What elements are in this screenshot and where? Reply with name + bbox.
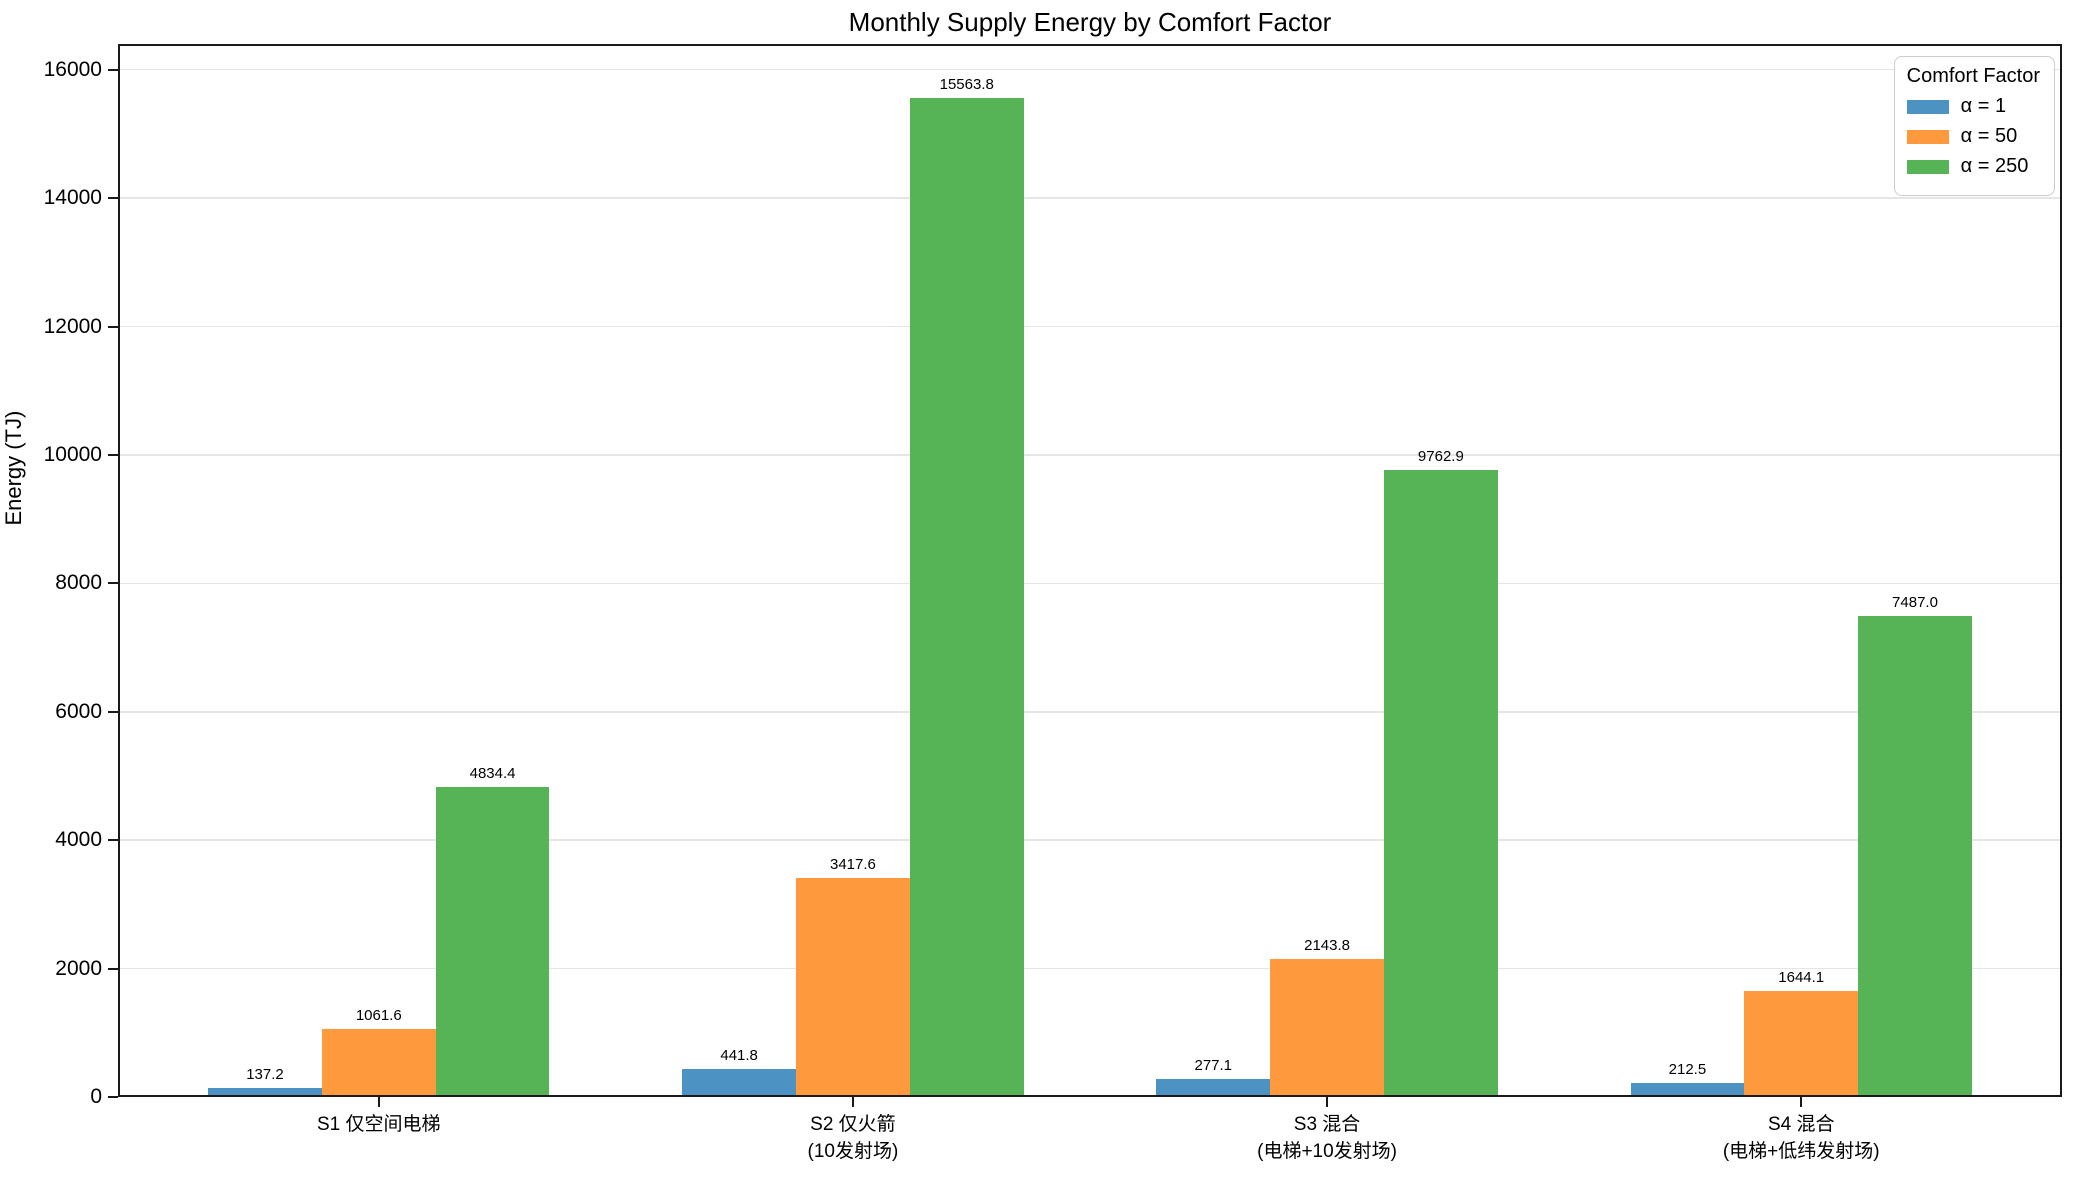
x-tick-label: S2 仅火箭 (10发射场) <box>807 1114 899 1162</box>
bar <box>1630 1083 1745 1097</box>
x-tick-label: S1 仅空间电梯 <box>317 1114 441 1135</box>
y-tick-label: 14000 <box>43 186 102 210</box>
bar <box>435 786 550 1097</box>
legend-swatch-alpha-250-icon <box>1906 159 1949 174</box>
bar-value-label: 15563.8 <box>939 75 994 93</box>
legend-label-alpha-250: α = 250 <box>1960 155 2029 177</box>
y-tick-label: 6000 <box>55 699 102 723</box>
bar <box>1744 991 1859 1097</box>
gridline <box>118 197 2062 199</box>
bar-value-label: 441.8 <box>720 1046 758 1064</box>
plot-area: 137.2 1061.6 4834.4 441.8 3417.6 15563.8 277.1… <box>118 44 2062 1097</box>
bar-value-label: 7487.0 <box>1892 594 1938 612</box>
legend-swatch-alpha-1-icon <box>1906 99 1949 114</box>
y-tick-mark <box>108 325 118 328</box>
gridline <box>118 68 2062 71</box>
legend-swatch-alpha-50-icon <box>1906 129 1949 144</box>
bar <box>796 877 910 1097</box>
y-tick-mark <box>108 1096 118 1098</box>
y-tick-mark <box>108 197 118 200</box>
legend: Comfort Factor α = 1 α = 50 α = 250 <box>1893 56 2055 196</box>
chart-title: Monthly Supply Energy by Comfort Factor <box>848 7 1332 37</box>
x-tick-label: S3 混合 (电梯+10发射场) <box>1257 1114 1398 1162</box>
y-tick-label: 2000 <box>55 956 102 980</box>
legend-label-alpha-50: α = 50 <box>1960 125 2018 147</box>
bar-value-label: 4834.4 <box>469 764 516 782</box>
gridline <box>118 839 2062 841</box>
y-axis-label: Energy (TJ) <box>1 410 26 526</box>
x-tick-mark <box>1326 1097 1329 1107</box>
y-tick-label: 4000 <box>55 828 102 852</box>
bar <box>1383 470 1498 1097</box>
bar-value-label: 1061.6 <box>355 1006 402 1024</box>
bar <box>1270 959 1384 1097</box>
y-tick-label: 8000 <box>55 571 102 595</box>
bar <box>1156 1079 1271 1097</box>
bar-value-label: 3417.6 <box>829 855 876 873</box>
y-tick-mark <box>108 68 118 71</box>
bar-value-label: 2143.8 <box>1304 937 1351 955</box>
x-tick-label: S4 混合 (电梯+低纬发射场) <box>1722 1114 1880 1162</box>
gridline <box>118 325 2062 328</box>
bar <box>208 1088 322 1097</box>
legend-item-alpha-250: α = 250 <box>1906 155 2040 178</box>
x-tick-mark <box>851 1097 854 1107</box>
y-tick-label: 16000 <box>43 57 102 81</box>
bar <box>1858 616 1972 1097</box>
bar <box>909 97 1024 1097</box>
bar-value-label: 137.2 <box>246 1066 284 1084</box>
bar <box>682 1068 796 1097</box>
y-tick-mark <box>108 453 118 456</box>
bar-value-label: 277.1 <box>1194 1057 1233 1075</box>
bar-value-label: 212.5 <box>1668 1061 1707 1079</box>
legend-item-alpha-1: α = 1 <box>1906 95 2040 118</box>
gridline <box>118 711 2062 713</box>
legend-label-alpha-1: α = 1 <box>1960 95 2007 117</box>
bar-value-label: 1644.1 <box>1778 969 1825 987</box>
y-tick-label: 0 <box>90 1085 102 1108</box>
x-tick-mark <box>377 1097 380 1107</box>
legend-title: Comfort Factor <box>1906 65 2040 87</box>
bar <box>321 1028 436 1097</box>
legend-item-alpha-50: α = 50 <box>1906 125 2040 148</box>
y-tick-mark <box>108 582 118 585</box>
x-tick-mark <box>1800 1097 1803 1107</box>
y-tick-label: 12000 <box>43 314 102 338</box>
y-tick-mark <box>108 710 118 713</box>
gridline <box>118 967 2062 970</box>
y-tick-mark <box>108 839 118 842</box>
gridline <box>118 454 2062 456</box>
y-tick-mark <box>108 967 118 970</box>
gridline <box>118 582 2062 585</box>
y-tick-label: 10000 <box>43 442 102 466</box>
bar-value-label: 9762.9 <box>1417 448 1464 466</box>
